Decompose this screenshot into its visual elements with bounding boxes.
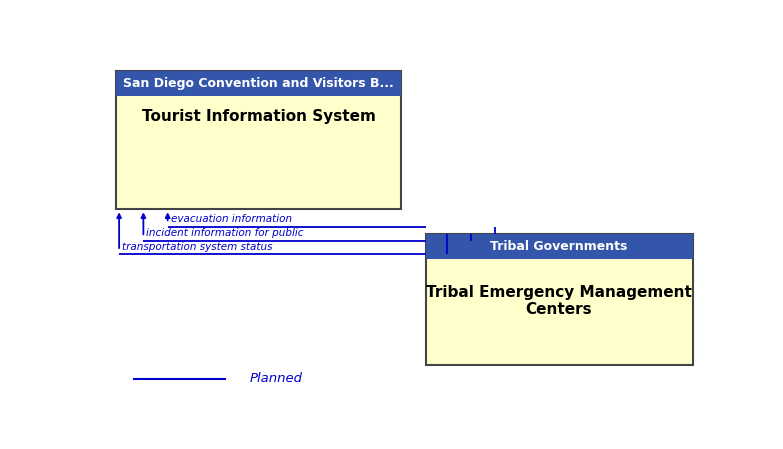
Text: incident information for public: incident information for public (146, 228, 304, 238)
Text: Planned: Planned (250, 372, 302, 385)
Text: San Diego Convention and Visitors B...: San Diego Convention and Visitors B... (123, 77, 394, 90)
Text: Tribal Emergency Management
Centers: Tribal Emergency Management Centers (426, 285, 692, 317)
Text: evacuation information: evacuation information (171, 214, 292, 224)
Bar (426, 233, 693, 259)
Text: Tribal Governments: Tribal Governments (490, 240, 628, 253)
Text: Tourist Information System: Tourist Information System (142, 109, 376, 124)
Bar (116, 71, 402, 96)
Bar (116, 71, 402, 209)
Bar (426, 233, 693, 365)
Text: transportation system status: transportation system status (122, 242, 272, 251)
